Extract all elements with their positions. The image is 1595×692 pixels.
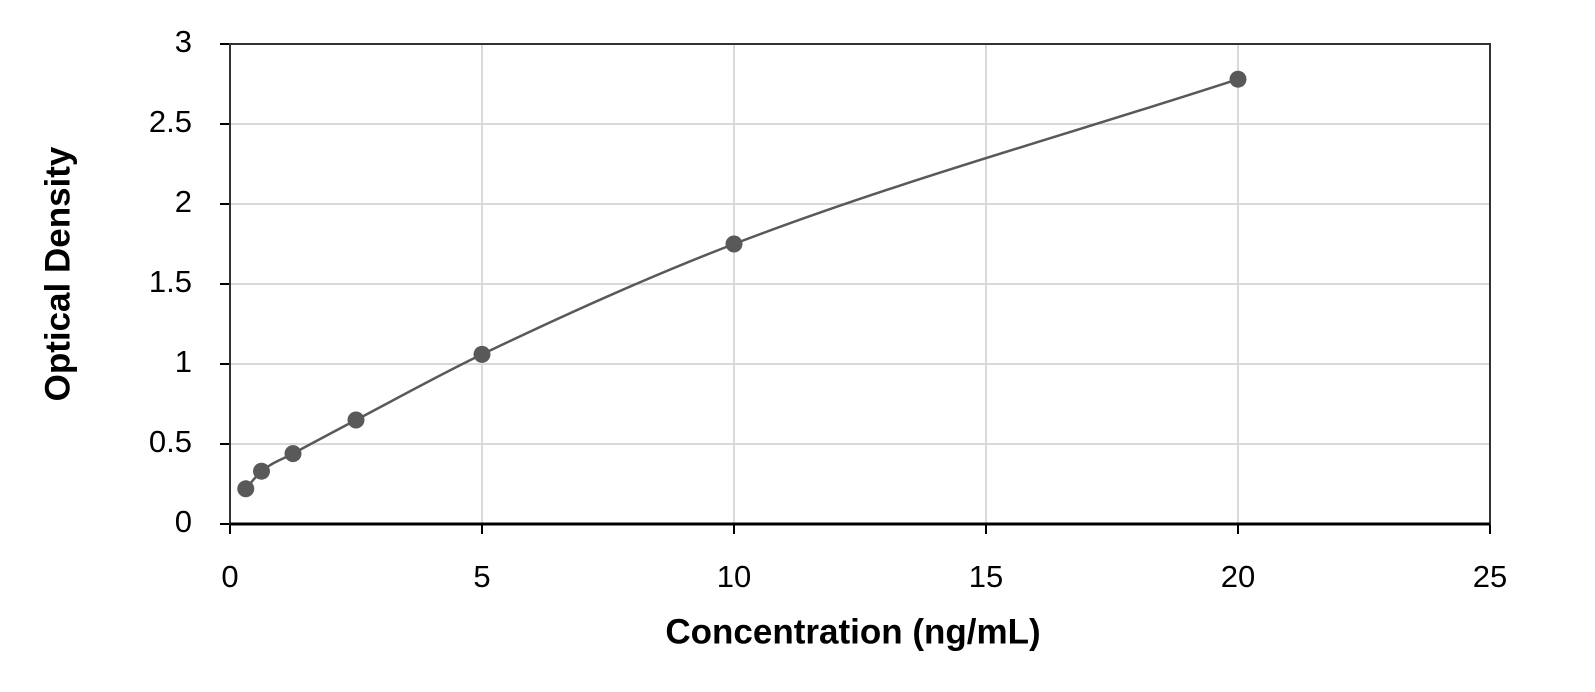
y-tick-label: 2.5 <box>149 104 192 139</box>
x-tick-label: 15 <box>969 559 1003 594</box>
y-tick-label: 3 <box>175 24 192 59</box>
data-point <box>253 462 270 480</box>
data-point <box>237 480 255 498</box>
data-point <box>347 411 365 429</box>
data-point <box>725 235 743 253</box>
y-tick-label: 1 <box>175 344 192 379</box>
data-point <box>1229 70 1247 88</box>
y-tick-label: 1.5 <box>149 264 192 299</box>
x-tick-label: 0 <box>221 559 238 594</box>
y-tick-label: 2 <box>175 184 192 219</box>
y-tick-label: 0 <box>175 504 192 539</box>
data-point <box>473 345 491 363</box>
x-tick-label: 20 <box>1221 559 1255 594</box>
x-tick-label: 10 <box>717 559 751 594</box>
y-axis-title: Optical Density <box>38 146 77 401</box>
y-tick-label: 0.5 <box>149 424 192 459</box>
x-axis-title: Concentration (ng/mL) <box>665 612 1040 651</box>
data-point <box>284 445 302 463</box>
x-tick-label: 5 <box>473 559 490 594</box>
x-tick-label: 25 <box>1473 559 1507 594</box>
